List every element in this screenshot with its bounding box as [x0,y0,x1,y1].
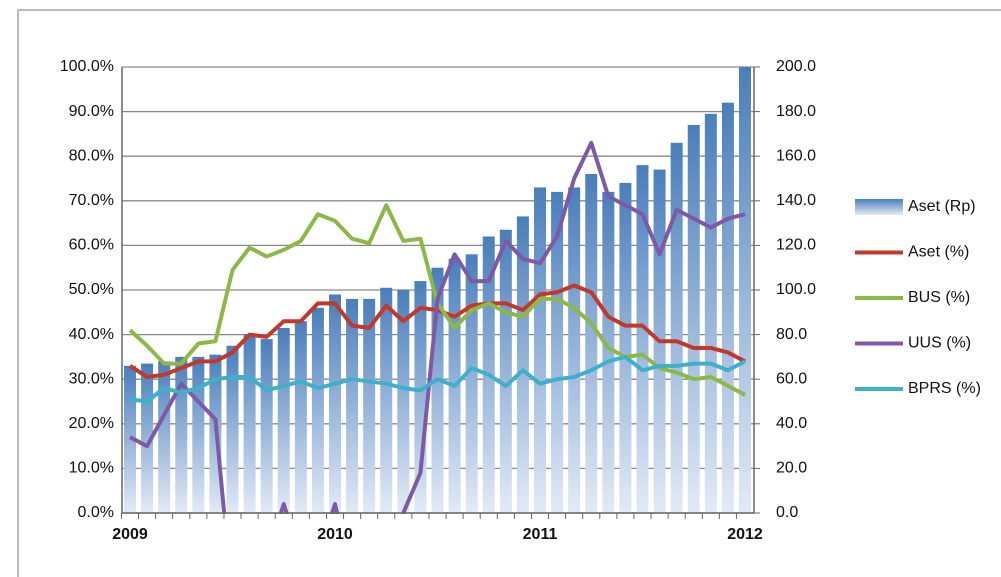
bar [311,307,324,513]
y2-tick-label: 60.0 [776,370,807,387]
legend-label: UUS (%) [908,335,971,352]
legend-label: Aset (%) [908,244,969,261]
x-tick-label: 2011 [523,526,558,543]
bar [636,165,649,513]
bar [704,113,717,513]
x-tick-label: 2010 [317,526,353,543]
bar [158,361,171,513]
legend-swatch [855,199,903,215]
bar [602,191,615,513]
y-tick-label: 30.0% [69,370,114,387]
legend-label: BUS (%) [908,289,970,306]
bar [534,187,546,514]
bar [243,334,256,513]
legend-label: Aset (Rp) [908,198,976,215]
bar [687,124,700,513]
y-tick-label: 0.0% [78,504,114,521]
plot-area [124,67,751,514]
line [129,354,746,404]
y2-tick-label: 0.0 [776,504,798,521]
bar [619,182,632,513]
bar [175,356,188,513]
y-tick-label: 70.0% [69,192,114,209]
bar [721,102,734,514]
line [129,140,746,514]
bar [260,339,273,513]
y2-tick-label: 200.0 [776,58,816,75]
bar [551,191,564,513]
bar [739,67,751,513]
bar [516,216,529,513]
bar [397,290,410,513]
y2-tick-label: 100.0 [776,281,816,298]
bar [363,298,376,513]
y-tick-label: 80.0% [69,147,114,164]
bar [465,254,478,513]
frame [17,9,1001,577]
y2-tick-label: 80.0 [776,326,807,343]
bar [585,174,598,514]
bar [380,287,393,513]
bar [329,294,341,513]
y-tick-label: 10.0% [69,460,114,477]
bar [670,142,683,513]
x-tick-label: 2009 [112,526,148,543]
bar [294,321,307,513]
y2-tick-label: 120.0 [776,237,816,254]
y-tick-label: 20.0% [69,415,114,432]
bar [499,229,512,514]
y-tick-label: 40.0% [69,326,114,343]
bar [192,356,205,513]
y2-tick-label: 140.0 [776,192,816,209]
bar [277,327,290,513]
legend-label: BPRS (%) [908,380,981,397]
y2-tick-label: 160.0 [776,147,816,164]
y2-tick-label: 20.0 [776,460,807,477]
bar [226,345,239,513]
bar [568,187,581,514]
bar [346,298,359,513]
x-tick-label: 2012 [727,526,763,543]
y-tick-label: 60.0% [69,237,114,254]
y-tick-label: 100.0% [60,58,114,75]
y-tick-label: 50.0% [69,281,114,298]
y-tick-label: 90.0% [69,103,114,120]
y2-tick-label: 180.0 [776,103,816,120]
y2-tick-label: 40.0 [776,415,807,432]
